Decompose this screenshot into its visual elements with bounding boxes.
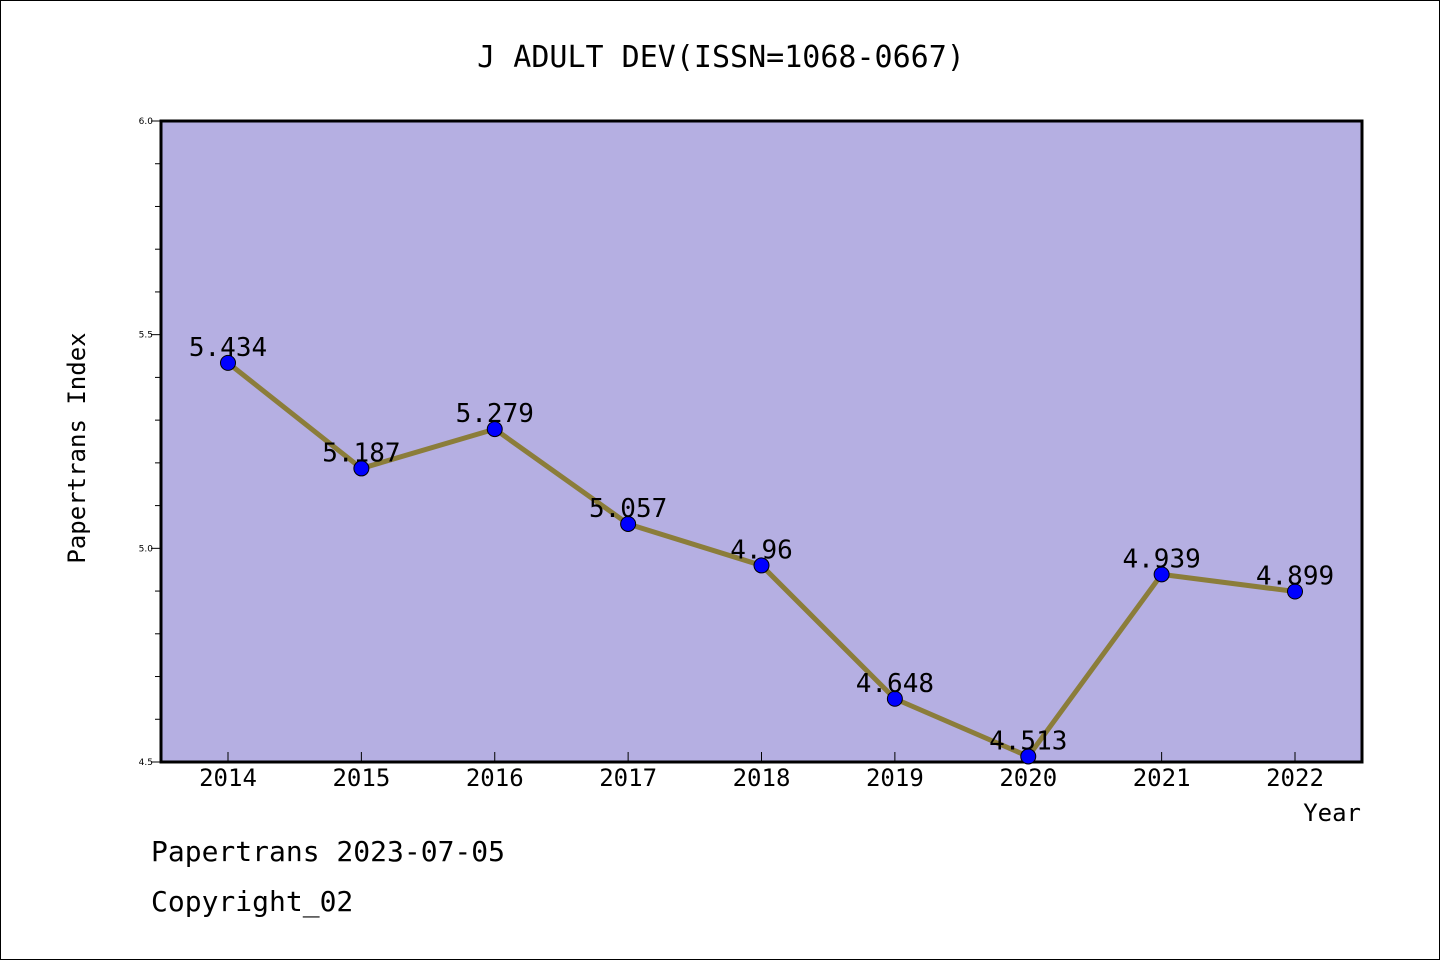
y-tick-label: 5.0 bbox=[139, 544, 154, 554]
data-point bbox=[220, 354, 236, 371]
data-label: 4.899 bbox=[1256, 561, 1334, 591]
data-point bbox=[886, 690, 903, 707]
data-label: 5.279 bbox=[456, 399, 534, 429]
data-point bbox=[753, 557, 770, 574]
x-tick-label: 2016 bbox=[466, 764, 524, 792]
series: 5.434 5.187 5.279 5.057 4.96 4.648 4.513 4.939 4… bbox=[189, 333, 1334, 765]
footer-copyright-text: Copyright_02 bbox=[151, 885, 354, 918]
data-point bbox=[1287, 583, 1303, 600]
x-axis-label: Year bbox=[1303, 799, 1361, 827]
x-tick-label: 2020 bbox=[999, 764, 1057, 792]
x-tick-label: 2017 bbox=[599, 764, 657, 792]
chart-title: J ADULT DEV(ISSN=1068-0667) bbox=[477, 40, 965, 75]
x-axis: 2014 2015 2016 2017 2018 2019 2020 2021 2022 bbox=[199, 752, 1324, 792]
data-label: 5.434 bbox=[189, 333, 267, 363]
x-tick-label: 2018 bbox=[733, 764, 791, 792]
data-label: 4.513 bbox=[989, 726, 1067, 756]
data-label: 5.057 bbox=[589, 494, 667, 524]
y-tick-label: 6.0 bbox=[139, 117, 154, 127]
data-point bbox=[486, 421, 503, 438]
x-tick-label: 2014 bbox=[199, 764, 257, 792]
plot-area bbox=[159, 119, 1364, 764]
y-axis-label: Papertrans Index bbox=[63, 332, 91, 563]
footer-date-text: Papertrans 2023-07-05 bbox=[151, 835, 506, 868]
x-tick-label: 2015 bbox=[332, 764, 390, 792]
data-point bbox=[620, 515, 637, 532]
y-axis: 4.5 5.0 5.5 6.0 bbox=[139, 117, 161, 768]
y-tick-label: 5.5 bbox=[139, 331, 153, 341]
data-label: 4.96 bbox=[730, 535, 793, 565]
x-tick-label: 2019 bbox=[866, 764, 924, 792]
data-point bbox=[353, 460, 370, 477]
y-tick-label: 4.5 bbox=[139, 758, 153, 768]
x-tick-label: 2022 bbox=[1266, 764, 1324, 792]
data-point bbox=[1020, 748, 1037, 765]
x-tick-label: 2021 bbox=[1133, 764, 1191, 792]
data-label: 5.187 bbox=[322, 438, 400, 468]
data-point bbox=[1153, 566, 1170, 583]
data-label: 4.939 bbox=[1122, 544, 1200, 574]
data-label: 4.648 bbox=[856, 669, 934, 699]
